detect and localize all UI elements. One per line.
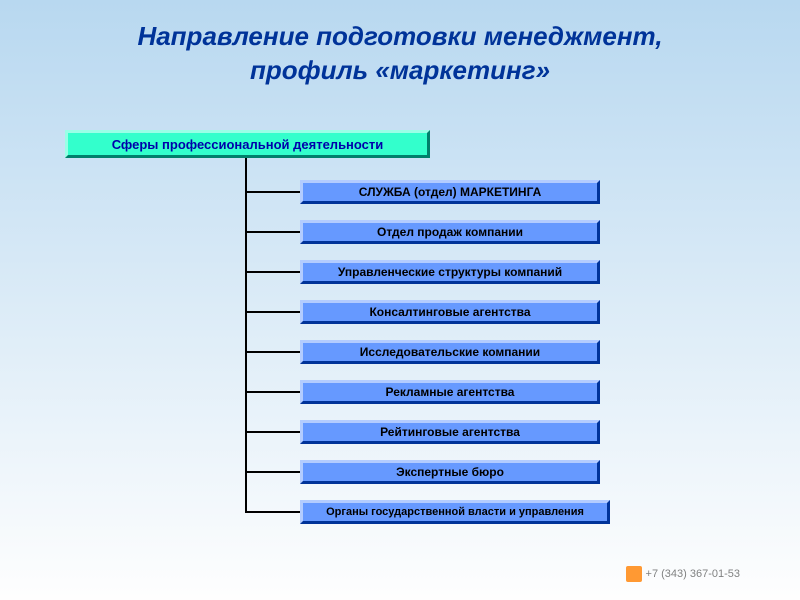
- item-label: Управленческие структуры компаний: [338, 265, 562, 279]
- item-box: Рекламные агентства: [300, 380, 600, 404]
- connector-trunk: [245, 158, 247, 512]
- watermark-icon: [626, 566, 642, 582]
- item-label: СЛУЖБА (отдел) МАРКЕТИНГА: [359, 185, 542, 199]
- item-box: Отдел продаж компании: [300, 220, 600, 244]
- watermark-text: +7 (343) 367-01-53: [646, 568, 740, 580]
- title-line-1: Направление подготовки менеджмент,: [0, 20, 800, 54]
- item-label: Рекламные агентства: [386, 385, 515, 399]
- title-line-2: профиль «маркетинг»: [0, 54, 800, 88]
- item-label: Экспертные бюро: [396, 465, 504, 479]
- item-label: Исследовательские компании: [360, 345, 540, 359]
- connector-branch: [245, 351, 300, 353]
- item-box: Органы государственной власти и управлен…: [300, 500, 610, 524]
- connector-branch: [245, 231, 300, 233]
- item-label: Рейтинговые агентства: [380, 425, 520, 439]
- root-category-label: Сферы профессиональной деятельности: [112, 137, 384, 152]
- connector-branch: [245, 431, 300, 433]
- connector-branch: [245, 191, 300, 193]
- item-box: Рейтинговые агентства: [300, 420, 600, 444]
- slide-title: Направление подготовки менеджмент, профи…: [0, 0, 800, 88]
- item-label: Консалтинговые агентства: [369, 305, 530, 319]
- root-category-box: Сферы профессиональной деятельности: [65, 130, 430, 158]
- connector-branch: [245, 511, 300, 513]
- item-box: Консалтинговые агентства: [300, 300, 600, 324]
- item-box: СЛУЖБА (отдел) МАРКЕТИНГА: [300, 180, 600, 204]
- item-box: Управленческие структуры компаний: [300, 260, 600, 284]
- connector-branch: [245, 311, 300, 313]
- item-label: Органы государственной власти и управлен…: [326, 506, 584, 518]
- item-box: Экспертные бюро: [300, 460, 600, 484]
- connector-branch: [245, 471, 300, 473]
- connector-branch: [245, 271, 300, 273]
- item-label: Отдел продаж компании: [377, 225, 523, 239]
- slide-content: Направление подготовки менеджмент, профи…: [0, 0, 800, 600]
- connector-branch: [245, 391, 300, 393]
- watermark: +7 (343) 367-01-53: [626, 566, 740, 582]
- item-box: Исследовательские компании: [300, 340, 600, 364]
